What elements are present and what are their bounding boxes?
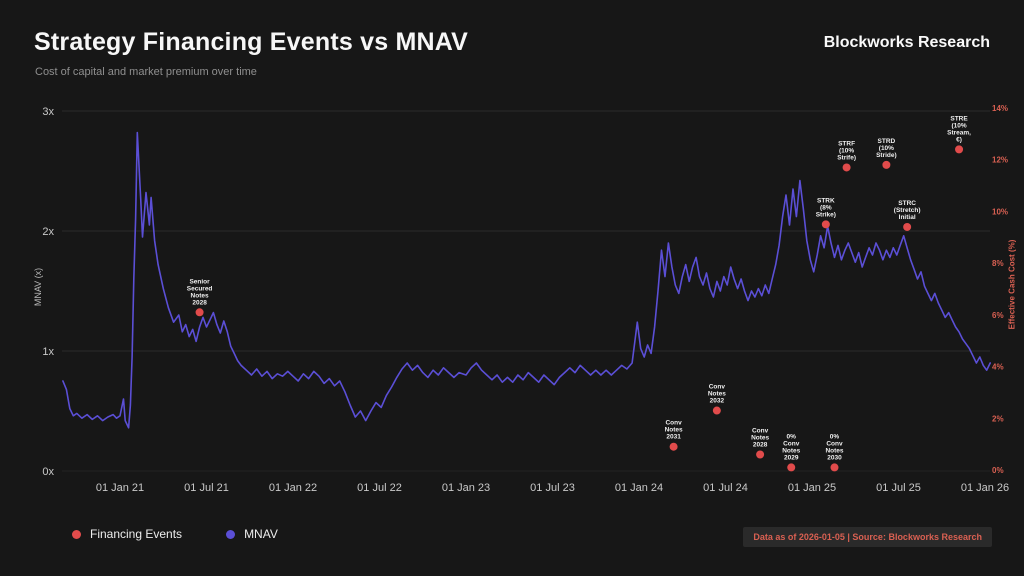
x-tick: 01 Jul 24 (703, 482, 748, 494)
financing-event-label: Stream, (947, 129, 971, 136)
financing-event-dot[interactable] (712, 406, 721, 415)
financing-event-label: Strife) (837, 154, 856, 161)
financing-event-dot[interactable] (195, 308, 204, 317)
legend-item-mnav[interactable]: MNAV (226, 527, 278, 541)
financing-event-label: 2032 (710, 398, 725, 405)
page-subtitle: Cost of capital and market premium over … (35, 66, 257, 78)
chart-legend: Financing Events MNAV (72, 527, 278, 541)
y-right-tick: 6% (992, 311, 1004, 320)
x-tick: 01 Jan 21 (96, 482, 144, 494)
x-tick: 01 Jul 21 (184, 482, 229, 494)
x-tick: 01 Jul 22 (357, 482, 402, 494)
brand-logo: Blockworks Research (823, 34, 990, 51)
financing-event-dot[interactable] (821, 220, 830, 229)
financing-event-dot[interactable] (955, 145, 964, 154)
financing-event-label: Stride) (876, 152, 897, 159)
x-tick: 01 Jul 23 (530, 482, 575, 494)
financing-event-label: Notes (665, 427, 683, 434)
financing-event-dot[interactable] (882, 160, 891, 169)
financing-event-label: Initial (899, 214, 916, 221)
financing-event-label: Senior (189, 278, 210, 285)
financing-event-label: (10% (879, 145, 894, 152)
financing-event-label: (Stretch) (894, 207, 921, 214)
y-left-tick: 0x (42, 466, 54, 478)
x-tick: 01 Jan 26 (961, 482, 1009, 494)
financing-event-label: Strike) (816, 211, 836, 218)
financing-event-dot[interactable] (787, 463, 796, 472)
financing-event-dot[interactable] (830, 463, 839, 472)
y-right-tick: 14% (992, 104, 1008, 113)
x-tick: 01 Jan 25 (788, 482, 836, 494)
financing-event-label: Notes (708, 391, 726, 398)
financing-event-label: (10% (951, 122, 966, 129)
financing-event-dot[interactable] (756, 450, 765, 459)
x-tick: 01 Jul 25 (876, 482, 921, 494)
y-right-tick: 8% (992, 259, 1004, 268)
financing-event-label: 2028 (753, 441, 768, 448)
y-right-tick: 2% (992, 414, 1004, 423)
y-left-tick: 1x (42, 346, 54, 358)
financing-event-dot[interactable] (669, 442, 678, 451)
financing-event-label: 2028 (192, 299, 207, 306)
y-right-axis-title: Effective Cash Cost (%) (1007, 239, 1017, 330)
y-right-tick: 4% (992, 363, 1004, 372)
financing-event-label: (10% (839, 147, 854, 154)
financing-event-label: STRK (817, 197, 835, 204)
legend-item-financing-events[interactable]: Financing Events (72, 527, 182, 541)
legend-label-financing-events: Financing Events (90, 527, 183, 541)
financing-event-label: STRD (878, 138, 896, 145)
x-tick: 01 Jan 22 (269, 482, 317, 494)
y-right-tick: 10% (992, 207, 1008, 216)
y-left-axis-title: MNAV (x) (33, 267, 43, 307)
financing-event-label: Conv (826, 440, 843, 447)
y-left-tick: 3x (42, 106, 54, 118)
financing-event-label: 2030 (827, 454, 842, 461)
financing-event-label: 0% (787, 433, 797, 440)
financing-event-label: STRE (950, 115, 968, 122)
mnav-dot-icon (226, 529, 236, 539)
financing-event-label: 2031 (666, 434, 681, 441)
financing-event-label: €) (956, 136, 962, 143)
y-left-tick: 2x (42, 226, 54, 238)
mnav-line (62, 131, 992, 429)
financing-event-label: STRF (838, 140, 855, 147)
y-right-tick: 12% (992, 156, 1008, 165)
y-right-tick: 0% (992, 466, 1004, 475)
financing-event-label: Notes (782, 447, 800, 454)
x-tick: 01 Jan 23 (442, 482, 490, 494)
financing-event-label: Conv (752, 427, 769, 434)
financing-event-dot[interactable] (903, 222, 912, 231)
financing-event-dot[interactable] (842, 163, 851, 172)
financing-event-label: Conv (709, 384, 726, 391)
financing-event-label: Notes (191, 292, 209, 299)
financing-event-label: Notes (825, 447, 843, 454)
financing-event-label: (8% (820, 204, 832, 211)
financing-event-label: Conv (665, 420, 682, 427)
financing-event-label: 0% (830, 433, 840, 440)
x-tick: 01 Jan 24 (615, 482, 663, 494)
legend-label-mnav: MNAV (244, 527, 278, 541)
financing-event-label: Notes (751, 434, 769, 441)
financing-event-label: STRC (898, 200, 916, 207)
financing-events-dot-icon (72, 529, 81, 539)
financing-event-label: Conv (783, 440, 800, 447)
financing-event-label: 2029 (784, 454, 799, 461)
source-note: Data as of 2026-01-05 | Source: Blockwor… (743, 527, 992, 547)
page-title: Strategy Financing Events vs MNAV (34, 28, 469, 56)
financing-event-label: Secured (187, 285, 213, 292)
